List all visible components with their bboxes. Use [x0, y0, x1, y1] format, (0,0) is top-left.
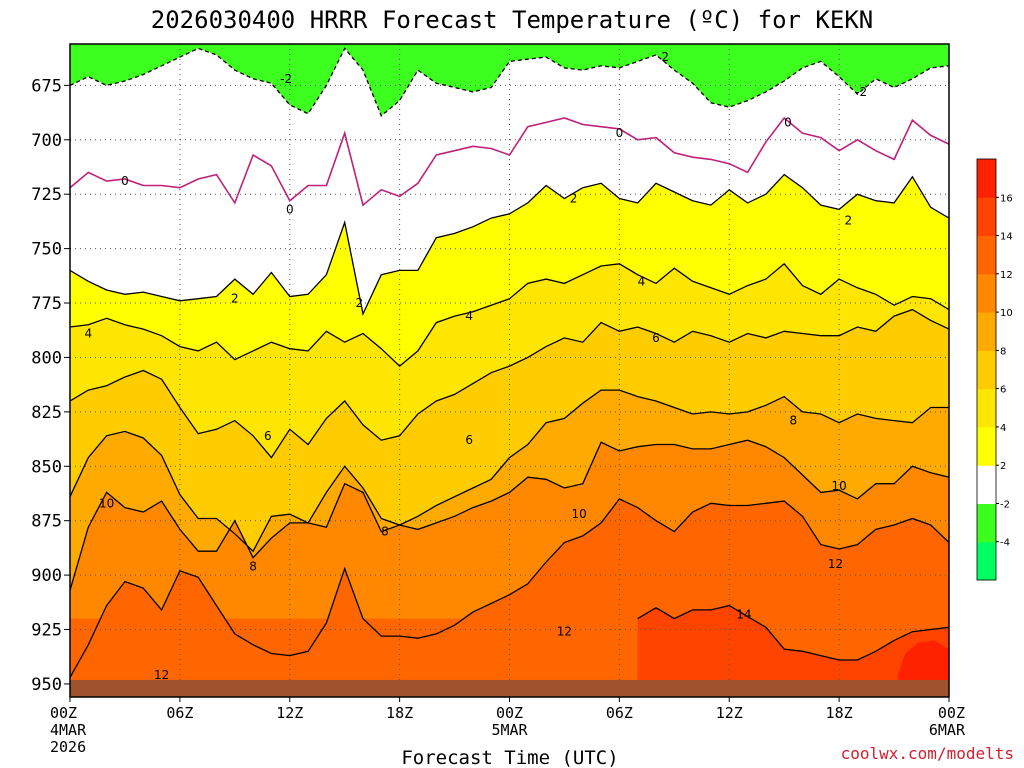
- isotherm-12: [70, 498, 949, 678]
- isotherm-label: 10: [571, 507, 586, 521]
- isotherm-label: 2: [661, 50, 669, 64]
- colorbar-segment: [977, 388, 996, 428]
- isotherm-label: 8: [249, 559, 257, 573]
- x-tick-label: 00Z: [938, 704, 965, 722]
- band-12_14: [70, 498, 949, 678]
- isotherm-label: 0: [616, 126, 624, 140]
- x-tick-label: 12Z: [716, 704, 743, 722]
- y-tick-label: 900: [31, 566, 62, 586]
- isotherm-label: 4: [465, 309, 473, 323]
- band-2_4: [70, 174, 949, 367]
- y-tick-label: 675: [31, 76, 62, 96]
- isotherm-label: 10: [99, 496, 114, 510]
- isotherm-label: 2: [231, 292, 239, 306]
- band-lt_-2: [70, 44, 949, 116]
- isotherm-label: -2: [855, 85, 867, 99]
- x-tick-label: 00Z: [496, 704, 523, 722]
- colorbar-tick-label: 4: [1000, 423, 1006, 434]
- isotherm-label: 0: [286, 202, 294, 216]
- isotherm-label: 2: [844, 213, 852, 227]
- y-tick-label: 925: [31, 621, 62, 641]
- colorbar-tick-label: 10: [1000, 308, 1013, 319]
- y-tick-label: 775: [31, 294, 62, 314]
- isotherm-lines: [70, 47, 949, 678]
- isotherm-4: [70, 262, 949, 367]
- y-tick-label: 950: [31, 675, 62, 695]
- isotherm-label: 12: [828, 557, 843, 571]
- y-axis: 675 700 725 750 775 800 825 850 875 900 925 950: [31, 76, 70, 695]
- isotherm-label: 8: [381, 525, 389, 539]
- colorbar-frame: [976, 158, 997, 581]
- x-tick-label: 6MAR: [929, 721, 966, 739]
- colorbar-segment: [977, 312, 996, 351]
- isotherm-label: 6: [465, 433, 473, 447]
- colorbar-tick-label: -2: [1000, 500, 1010, 511]
- x-tick-label: 5MAR: [491, 721, 528, 739]
- isotherm-label: -2: [280, 72, 292, 86]
- isotherm-10: [70, 439, 949, 591]
- colorbar-segment: [977, 503, 996, 543]
- x-tick-label: 18Z: [386, 704, 413, 722]
- x-tick-label: 2026: [50, 738, 86, 756]
- x-tick-label: 18Z: [826, 704, 853, 722]
- y-tick-label: 750: [31, 240, 62, 260]
- colorbar-segment: [977, 350, 996, 390]
- isotherm-14: [637, 604, 949, 661]
- x-tick-label: 00Z: [50, 704, 77, 722]
- colorbar-segment: [977, 197, 996, 237]
- band-8_10: [70, 390, 949, 591]
- credit-text: coolwx.com/modelts: [841, 744, 1014, 763]
- isotherm-label: 4: [638, 274, 646, 288]
- y-tick-label: 825: [31, 403, 62, 423]
- y-tick-label: 875: [31, 512, 62, 532]
- chart-title: 2026030400 HRRR Forecast Temperature (ºC…: [151, 6, 873, 34]
- isotherm-label: 10: [831, 479, 846, 493]
- isotherm-label: 0: [121, 174, 129, 188]
- isotherm-2: [70, 173, 949, 316]
- colorbar-segment: [977, 273, 996, 313]
- isotherm-label: 2: [355, 296, 363, 310]
- x-tick-label: 12Z: [276, 704, 303, 722]
- isotherm-6: [70, 308, 949, 459]
- y-tick-label: 850: [31, 457, 62, 477]
- isotherm-8: [70, 389, 949, 553]
- colorbar-segment: [977, 159, 996, 198]
- y-tick-label: 800: [31, 348, 62, 368]
- colorbar-tick-label: 6: [1000, 385, 1006, 396]
- isotherm-label: 14: [736, 607, 751, 621]
- isotherm-label: 6: [264, 429, 272, 443]
- y-tick-label: 725: [31, 185, 62, 205]
- colorbar-segment: [977, 235, 996, 275]
- colorbar-tick-label: 14: [1000, 232, 1013, 243]
- isotherm-labels: -2 2 -2 0 0 0 0 2 2 2 2 4 4 4 6 6 6 8 8 8 10 10 10 12 12 12 14: [84, 50, 867, 682]
- colorbar-tick-label: 12: [1000, 270, 1013, 281]
- isotherm-label: 4: [84, 327, 92, 341]
- plot-area: [70, 44, 949, 697]
- isotherm-label: 12: [557, 625, 572, 639]
- colorbar-tick-label: 16: [1000, 193, 1013, 204]
- ground-fill: [70, 679, 949, 697]
- x-tick-label: 06Z: [606, 704, 633, 722]
- colorbar-segment: [977, 465, 996, 504]
- isotherm-label: 12: [154, 668, 169, 682]
- colorbar-segment: [977, 541, 996, 581]
- band-14_16: [637, 605, 949, 697]
- isotherm-label: 2: [570, 192, 578, 206]
- ground-surface: [70, 679, 949, 697]
- y-tick-label: 700: [31, 131, 62, 151]
- colorbar-tick-label: 8: [1000, 346, 1006, 357]
- isotherm-label: 6: [652, 331, 660, 345]
- colorbar-tick-label: 2: [1000, 461, 1006, 472]
- isotherm-0: [70, 116, 949, 207]
- colorbar: -4 -2 2 4 6 8 10 12 14 16: [976, 158, 1013, 581]
- colorbar-tick-label: -4: [1000, 538, 1010, 549]
- isotherm-label: 8: [789, 414, 797, 428]
- isotherm-label: 0: [784, 115, 792, 129]
- x-tick-label: 4MAR: [50, 721, 87, 739]
- x-tick-label: 06Z: [166, 704, 193, 722]
- colorbar-segment: [977, 426, 996, 466]
- x-axis-label: Forecast Time (UTC): [401, 747, 618, 768]
